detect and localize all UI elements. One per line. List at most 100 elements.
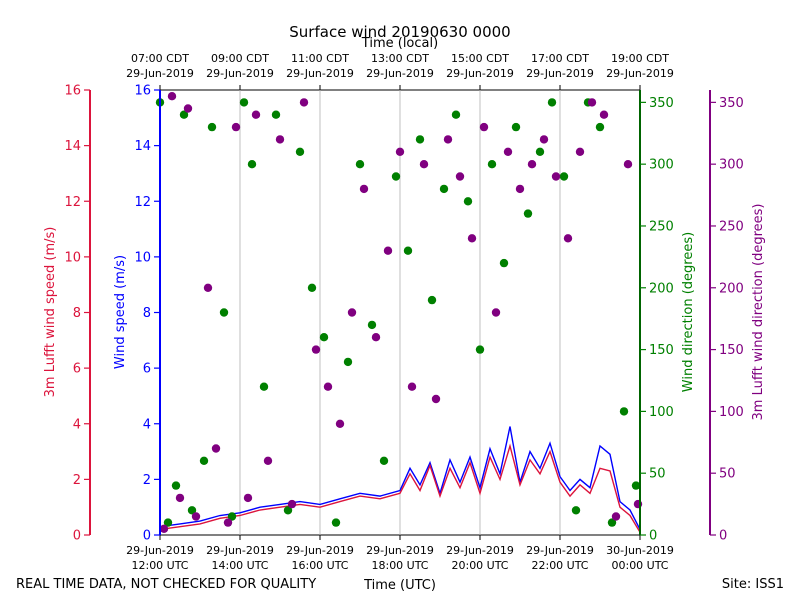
3m-lufft-wind-direction-point	[383, 246, 393, 255]
speed-tick-label: 4	[143, 417, 151, 432]
wind-direction-point	[247, 160, 257, 169]
x-tick-label-local-time: 15:00 CDT	[451, 52, 509, 65]
wind-direction-point	[171, 481, 181, 490]
3m-lufft-wind-direction-point	[211, 444, 221, 453]
quality-notice: REAL TIME DATA, NOT CHECKED FOR QUALITY	[16, 577, 316, 592]
3m-lufft-wind-direction-point	[311, 345, 321, 354]
3m-lufft-wind-direction-point	[263, 456, 273, 465]
lufft-speed-tick-label: 6	[73, 362, 81, 377]
wind-direction-point	[475, 345, 485, 354]
direction-tick-label: 0	[649, 529, 657, 544]
axis-ticks: 29-Jun-2019 12:00 UTC 29-Jun-2019 14:00 UTC…	[64, 52, 743, 572]
x-tick-label-utc-date: 29-Jun-2019	[126, 544, 194, 557]
wind-direction-point	[619, 407, 629, 416]
x-tick-label-local-time: 17:00 CDT	[531, 52, 589, 65]
3m-lufft-wind-direction-point	[243, 493, 253, 503]
3m-lufft-wind-direction-point	[203, 283, 213, 292]
lufft-speed-tick-label: 16	[64, 84, 81, 99]
wind-direction-point	[415, 135, 425, 144]
3m-lufft-wind-direction-point	[407, 382, 417, 391]
3m-lufft-wind-direction-point	[503, 147, 513, 156]
wind-direction-point	[523, 209, 533, 218]
3m-lufft-wind-direction-point	[347, 308, 357, 317]
x-tick-label-local-date: 29-Jun-2019	[366, 67, 434, 80]
wind-direction-point	[283, 506, 293, 515]
x-tick-label-utc-time: 00:00 UTC	[611, 559, 668, 572]
x-tick-label-utc-time: 22:00 UTC	[531, 559, 588, 572]
speed-tick-label: 12	[134, 195, 151, 210]
lufft-direction-tick-label: 0	[719, 529, 727, 544]
3m-lufft-wind-direction-point	[515, 184, 525, 194]
wind-direction-point	[571, 506, 581, 515]
wind-direction-point	[487, 160, 497, 169]
direction-tick-label: 350	[649, 96, 674, 111]
3m-lufft-wind-direction-point	[431, 394, 441, 404]
wind-direction-point	[343, 357, 353, 367]
x-tick-label-utc-time: 14:00 UTC	[211, 559, 268, 572]
x-tick-label-local-date: 29-Jun-2019	[606, 67, 674, 80]
lufft-speed-tick-label: 2	[73, 473, 81, 488]
chart-title: Surface wind 20190630 0000	[289, 23, 510, 41]
3m-lufft-wind-direction-point	[599, 110, 609, 119]
wind-direction-point	[259, 382, 269, 391]
wind-direction-point	[207, 122, 217, 132]
x-tick-label-utc-date: 29-Jun-2019	[526, 544, 594, 557]
x-tick-label-local-date: 29-Jun-2019	[286, 67, 354, 80]
direction-axis-label: Wind direction (degrees)	[681, 232, 696, 392]
wind-direction-point	[355, 160, 365, 169]
lufft-speed-tick-label: 12	[64, 195, 81, 210]
wind-direction-point	[295, 147, 305, 156]
x-tick-label-local-date: 29-Jun-2019	[446, 67, 514, 80]
3m-lufft-wind-direction-point	[159, 524, 169, 533]
lufft-direction-tick-label: 300	[719, 158, 744, 173]
3m-lufft-wind-direction-point	[299, 98, 309, 107]
wind-direction-point	[391, 172, 401, 181]
3m-lufft-wind-speed-line	[159, 443, 641, 533]
wind-direction-point	[239, 98, 249, 107]
x-tick-label-local-date: 29-Jun-2019	[526, 67, 594, 80]
3m-lufft-wind-direction-point	[335, 419, 345, 428]
wind-direction-point	[559, 172, 569, 181]
speed-tick-label: 10	[134, 250, 151, 265]
speed-tick-label: 0	[143, 529, 151, 544]
3m-lufft-wind-direction-point	[467, 234, 477, 243]
wind-direction-point	[631, 481, 641, 490]
3m-lufft-wind-direction-point	[455, 172, 465, 181]
lufft-direction-tick-label: 200	[719, 281, 744, 296]
wind-direction-point	[535, 147, 545, 156]
3m-lufft-wind-direction-point	[539, 135, 549, 144]
lufft-direction-axis-label: 3m Lufft wind direction (degrees)	[751, 204, 766, 421]
wind-direction-point	[187, 506, 197, 515]
3m-lufft-wind-direction-point	[443, 135, 453, 144]
vertical-gridlines	[239, 90, 561, 535]
lufft-direction-tick-label: 100	[719, 405, 744, 420]
3m-lufft-wind-direction-point	[587, 98, 597, 107]
series-layer	[155, 92, 643, 533]
wind-direction-point	[463, 197, 473, 206]
lufft-speed-tick-label: 10	[64, 250, 81, 265]
x-tick-label-local-date: 29-Jun-2019	[206, 67, 274, 80]
x-tick-label-local-date: 29-Jun-2019	[126, 67, 194, 80]
wind-direction-point	[179, 110, 189, 119]
wind-direction-point	[367, 320, 377, 330]
site-label: Site: ISS1	[722, 577, 784, 592]
speed-tick-label: 8	[143, 306, 151, 321]
speed-tick-label: 2	[143, 473, 151, 488]
3m-lufft-wind-direction-point	[359, 184, 369, 194]
lufft-speed-tick-label: 4	[73, 417, 81, 432]
3m-lufft-wind-direction-point	[223, 518, 233, 527]
3m-lufft-wind-direction-point	[191, 512, 201, 521]
3m-lufft-wind-direction-point	[395, 147, 405, 156]
wind-direction-point	[219, 308, 229, 317]
wind-direction-point	[547, 98, 557, 107]
speed-tick-label: 6	[143, 362, 151, 377]
3m-lufft-wind-direction-point	[575, 147, 585, 156]
wind-direction-point	[331, 518, 341, 527]
x-axis-label: Time (UTC)	[363, 578, 436, 593]
x-tick-label-utc-time: 16:00 UTC	[291, 559, 348, 572]
speed-tick-label: 14	[134, 139, 151, 154]
3m-lufft-wind-direction-point	[479, 122, 489, 132]
x-tick-label-utc-time: 12:00 UTC	[131, 559, 188, 572]
3m-lufft-wind-direction-point	[167, 92, 177, 101]
